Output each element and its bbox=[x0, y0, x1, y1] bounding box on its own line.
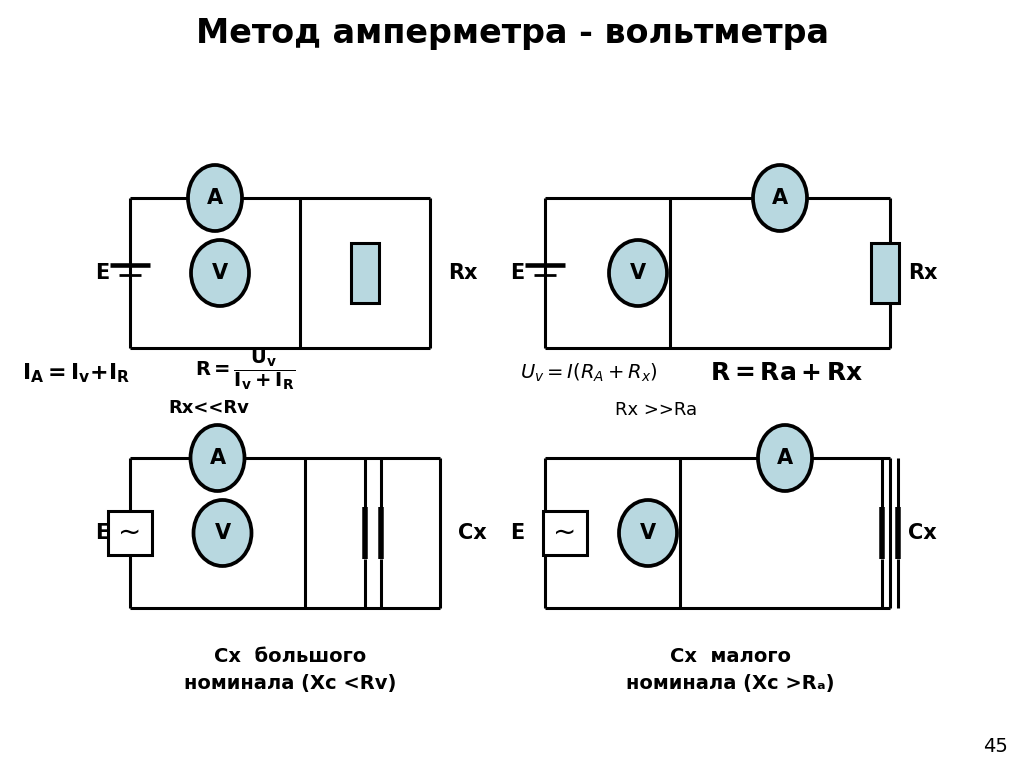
Text: Rx >>Ra: Rx >>Ra bbox=[615, 401, 697, 419]
Text: $\mathbf{R = Ra + Rx}$: $\mathbf{R = Ra + Rx}$ bbox=[710, 361, 864, 385]
Text: E: E bbox=[510, 523, 524, 543]
Ellipse shape bbox=[190, 425, 245, 491]
Text: ~: ~ bbox=[119, 519, 141, 547]
Text: E: E bbox=[95, 263, 110, 283]
Text: Cx: Cx bbox=[458, 523, 486, 543]
Text: Cx  малого
номинала (Xc >Rₐ): Cx малого номинала (Xc >Rₐ) bbox=[626, 647, 835, 693]
Text: Cx: Cx bbox=[908, 523, 937, 543]
Text: A: A bbox=[777, 448, 793, 468]
Text: V: V bbox=[640, 523, 656, 543]
Ellipse shape bbox=[753, 165, 807, 231]
Text: V: V bbox=[212, 263, 228, 283]
Ellipse shape bbox=[194, 500, 252, 566]
Text: Метод амперметра - вольтметра: Метод амперметра - вольтметра bbox=[196, 16, 828, 49]
Text: Rx: Rx bbox=[908, 263, 938, 283]
Bar bbox=[871, 243, 899, 303]
Text: Rx<<Rv: Rx<<Rv bbox=[168, 399, 249, 417]
Ellipse shape bbox=[191, 240, 249, 306]
Text: V: V bbox=[214, 523, 230, 543]
Text: A: A bbox=[207, 188, 223, 208]
Text: V: V bbox=[630, 263, 646, 283]
Ellipse shape bbox=[609, 240, 667, 306]
Text: ~: ~ bbox=[553, 519, 577, 547]
Ellipse shape bbox=[618, 500, 677, 566]
Text: E: E bbox=[510, 263, 524, 283]
Text: Cx  большого
номинала (Xc <Rv): Cx большого номинала (Xc <Rv) bbox=[184, 647, 396, 693]
Text: Rx: Rx bbox=[449, 263, 477, 283]
Ellipse shape bbox=[758, 425, 812, 491]
Bar bbox=[108, 511, 152, 555]
Text: $U_v =I(R_A +R_x)$: $U_v =I(R_A +R_x)$ bbox=[520, 362, 657, 384]
Text: A: A bbox=[210, 448, 225, 468]
Text: $\mathbf{I_A{=}I_v{+}I_R}$: $\mathbf{I_A{=}I_v{+}I_R}$ bbox=[22, 361, 130, 385]
Text: A: A bbox=[772, 188, 788, 208]
Ellipse shape bbox=[188, 165, 242, 231]
Text: E: E bbox=[95, 523, 110, 543]
Text: 45: 45 bbox=[983, 737, 1008, 756]
Bar bbox=[543, 511, 587, 555]
Bar bbox=[351, 243, 379, 303]
Text: $\mathbf{R = \dfrac{U_v}{I_v + I_R}}$: $\mathbf{R = \dfrac{U_v}{I_v + I_R}}$ bbox=[195, 348, 295, 392]
